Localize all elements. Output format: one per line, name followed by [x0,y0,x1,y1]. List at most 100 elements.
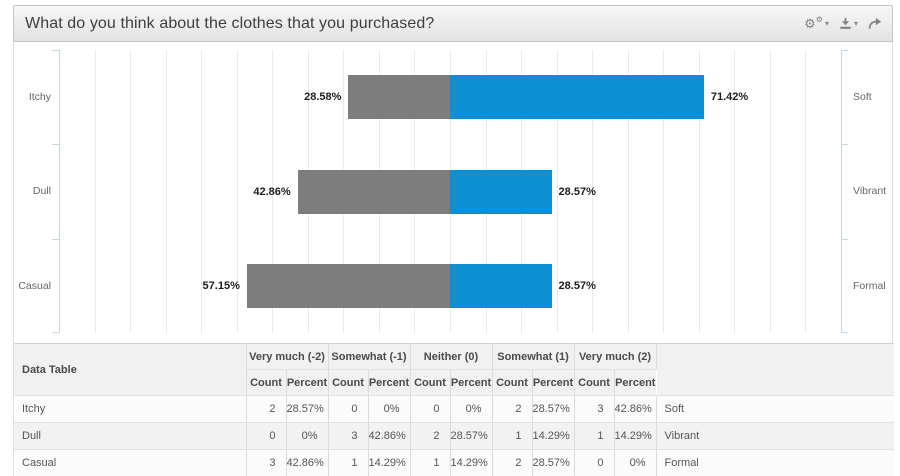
gear-small-icon: ⚙ [815,14,823,24]
count-cell: 0 [574,449,615,476]
grid-line [201,50,203,333]
count-cell: 1 [574,422,615,450]
percent-cell: 0% [614,449,657,476]
percent-cell: 42.86% [286,449,329,476]
percent-cell: 14.29% [450,449,493,476]
table-row: Itchy 2 28.57% 0 0% 0 0% 2 28.57% 3 42.86% Soft [14,395,894,423]
share-arrow-icon [868,17,882,30]
count-cell: 2 [246,395,287,423]
percent-cell: 28.57% [450,422,493,450]
table-subheader-percent: Percent [368,369,411,396]
download-icon [839,17,852,30]
table-corner-label: Data Table [14,343,247,396]
table-subheader-percent: Percent [286,369,329,396]
count-cell: 3 [574,395,615,423]
bar-value-label: 28.58% [304,91,342,104]
download-button[interactable]: ▾ [839,17,858,30]
axis-tick [52,332,59,333]
grid-line [663,50,665,333]
bar-value-label: 28.57% [558,279,596,292]
category-label-right: Soft [853,91,872,104]
percent-cell: 42.86% [614,395,657,423]
row-label-cell: Itchy [14,395,247,423]
table-row: Casual 3 42.86% 1 14.29% 1 14.29% 2 28.57% 0 0% For… [14,449,894,476]
table-subheader-percent: Percent [614,369,657,396]
axis-tick [841,332,848,333]
table-row: Dull 0 0% 3 42.86% 2 28.57% 1 14.29% 1 14.29% Vibra… [14,422,894,450]
percent-cell: 14.29% [532,422,575,450]
right-label-cell: Vibrant [656,422,894,450]
chevron-down-icon: ▾ [824,18,829,28]
share-button[interactable] [868,17,882,30]
axis-tick [52,50,59,51]
category-label-left: Dull [32,185,51,198]
survey-question-widget: What do you think about the clothes that… [13,5,894,476]
category-label-right: Vibrant [853,185,887,198]
count-cell: 2 [492,395,533,423]
grid-line [805,50,807,333]
bar-negative-segment[interactable] [348,75,450,120]
table-header: Data Table Very much (-2) Somewhat (-1) Nei… [14,343,894,396]
axis-tick [52,144,59,146]
row-label-cell: Casual [14,449,247,476]
table-subheader-count: Count [492,369,533,396]
chart-area: 28.58% 71.42% Itchy Soft 42.86% 28.57% Dull Vib… [14,42,892,343]
percent-cell: 14.29% [368,449,411,476]
count-cell: 3 [246,449,287,476]
table-subheader-percent: Percent [450,369,493,396]
bar-value-label: 57.15% [202,279,240,292]
table-subheader-count: Count [246,369,287,396]
widget-titlebar: What do you think about the clothes that… [13,5,893,42]
table-subheader-count: Count [574,369,615,396]
grid-line [236,50,238,333]
question-title: What do you think about the clothes that… [25,14,435,32]
settings-button[interactable]: ⚙ ⚙ ▾ [804,14,829,31]
percent-cell: 14.29% [614,422,657,450]
right-label-cell: Formal [656,449,894,476]
right-label-cell: Soft [656,395,894,423]
count-cell: 1 [492,422,533,450]
table-subheader-row: Count Percent Count Percent Count Percent Coun… [14,369,894,396]
count-cell: 3 [328,422,369,450]
axis-tick [52,238,59,240]
count-cell: 2 [492,449,533,476]
table-spacer-header [656,343,894,396]
bar-value-label: 42.86% [253,185,291,198]
table-subheader-count: Count [410,369,451,396]
category-label-right: Formal [853,279,886,292]
bar-negative-segment[interactable] [297,169,450,214]
count-cell: 2 [410,422,451,450]
data-table: Data Table Very much (-2) Somewhat (-1) Nei… [14,343,894,476]
percent-cell: 28.57% [286,395,329,423]
grid-line [698,50,700,333]
percent-cell: 0% [286,422,329,450]
gear-icon: ⚙ [804,16,816,31]
count-cell: 0 [410,395,451,423]
count-cell: 1 [328,449,369,476]
table-body: Itchy 2 28.57% 0 0% 0 0% 2 28.57% 3 42.86% Soft Dull… [14,395,894,476]
bar-positive-segment[interactable] [450,169,552,214]
bar-negative-segment[interactable] [246,263,450,308]
count-cell: 1 [410,449,451,476]
table-group-header: Very much (-2) [246,343,329,370]
category-label-left: Itchy [28,91,51,104]
bar-positive-segment[interactable] [450,263,552,308]
count-cell: 0 [328,395,369,423]
table-subheader-count: Count [328,369,369,396]
percent-cell: 28.57% [532,395,575,423]
bar-positive-segment[interactable] [450,75,704,120]
percent-cell: 0% [368,395,411,423]
grid-line [769,50,771,333]
grid-line [130,50,132,333]
percent-cell: 42.86% [368,422,411,450]
bar-value-label: 28.57% [558,185,596,198]
axis-tick [841,238,848,240]
table-group-header: Very much (2) [574,343,657,370]
widget-toolbar: ⚙ ⚙ ▾ ▾ [804,14,892,31]
percent-cell: 28.57% [532,449,575,476]
table-group-header: Neither (0) [410,343,493,370]
table-group-header: Somewhat (1) [492,343,575,370]
grid-line [165,50,167,333]
bar-value-label: 71.42% [710,91,749,104]
